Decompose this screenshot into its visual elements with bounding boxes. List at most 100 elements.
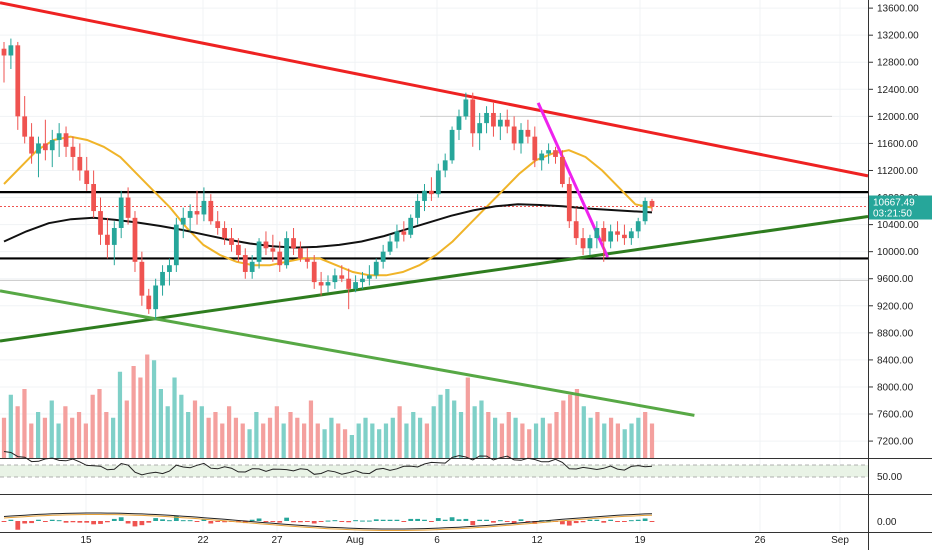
macd-histogram-bar <box>208 521 214 524</box>
volume-bar <box>574 389 580 458</box>
candle-body <box>601 227 607 242</box>
candle-body <box>56 133 62 141</box>
macd-histogram-bar <box>222 521 227 523</box>
volume-bar <box>42 417 48 458</box>
macd-histogram-bar <box>215 521 221 522</box>
volume-bar <box>29 423 34 458</box>
volume-bar <box>431 406 436 458</box>
candle-body <box>187 211 193 218</box>
volume-bar <box>363 417 368 458</box>
volume-bar <box>220 423 225 458</box>
macd-histogram-bar <box>429 521 434 522</box>
macd-histogram-bar <box>167 520 172 522</box>
candle-body <box>532 136 538 161</box>
macd-panel <box>0 512 932 533</box>
last-price-value: 10667.49 <box>873 198 915 209</box>
macd-histogram-bar <box>546 520 551 522</box>
volume-bar <box>274 406 279 458</box>
time-tick-label: 6 <box>434 535 440 546</box>
macd-histogram-bar <box>518 519 524 521</box>
volume-bar <box>15 406 20 458</box>
candle-body <box>649 200 655 207</box>
macd-histogram-bar <box>615 521 620 522</box>
volume-bar <box>131 366 136 458</box>
bar-countdown: 03:21:50 <box>873 209 912 220</box>
volume-bar <box>322 429 327 458</box>
macd-line <box>3 512 653 530</box>
volume-bar <box>438 394 443 458</box>
macd-histogram-bar <box>360 520 365 522</box>
candle-body <box>201 200 207 215</box>
volume-bar <box>206 417 211 458</box>
volume-bar <box>226 406 232 458</box>
price-tick-label: 7600.00 <box>877 410 914 421</box>
candle-body <box>380 251 386 262</box>
candlesticks <box>1 38 655 320</box>
volume-bar <box>472 406 477 458</box>
macd-tick-label: 0.00 <box>877 517 897 528</box>
macd-histogram-bar <box>573 521 579 524</box>
volume-bar <box>70 417 75 458</box>
time-tick-label: Aug <box>346 535 364 546</box>
candle-body <box>270 248 276 252</box>
macd-histogram-bar <box>594 519 600 521</box>
candle-body <box>160 271 165 286</box>
candle-body <box>146 295 152 310</box>
volume-bar <box>622 429 627 458</box>
candle-body <box>456 116 462 130</box>
volume-bar <box>581 406 586 458</box>
candle-body <box>491 112 496 127</box>
macd-histogram-bar <box>201 519 207 521</box>
volume-bar <box>568 394 573 458</box>
volume-bar <box>527 429 532 458</box>
macd-histogram-bar <box>56 520 62 522</box>
volume-bar <box>349 435 354 458</box>
macd-histogram-bar <box>42 521 48 522</box>
macd-histogram-bar <box>484 519 489 521</box>
volume-bar <box>49 400 54 458</box>
macd-histogram-bar <box>22 521 28 524</box>
volume-bar <box>90 394 95 458</box>
volume-bar <box>588 417 593 458</box>
moving-average-line <box>3 203 653 249</box>
candle-body <box>332 275 338 283</box>
candle-body <box>111 227 117 245</box>
volume-bar <box>111 417 116 458</box>
volume-bar <box>308 400 314 458</box>
rsi-panel <box>0 451 932 495</box>
volume-bar <box>151 360 157 458</box>
volume-bar <box>595 412 600 458</box>
trendline <box>0 1 869 178</box>
candle-body <box>546 150 551 154</box>
candle-body <box>394 231 400 242</box>
macd-histogram-bar <box>29 521 34 524</box>
candle-body <box>222 227 227 239</box>
macd-histogram-bar <box>332 520 338 522</box>
volume-bar <box>117 371 123 458</box>
macd-histogram-bar <box>173 516 179 521</box>
macd-histogram-bar <box>408 518 414 521</box>
macd-histogram-bar <box>477 519 483 521</box>
volume-bar <box>240 423 245 458</box>
volume-bar <box>424 423 430 458</box>
candle-body <box>635 221 641 232</box>
volume-bar <box>247 429 252 458</box>
candle-body <box>366 275 372 279</box>
candle-body <box>84 170 90 185</box>
candle-body <box>435 170 441 195</box>
macd-histogram-bar <box>649 521 655 522</box>
macd-histogram-bar <box>622 521 627 522</box>
macd-histogram-bar <box>394 519 400 521</box>
volume-bar <box>295 417 300 458</box>
macd-histogram-bar <box>325 520 331 522</box>
time-axis[interactable]: 15 22 27 Aug 6 12 19 26 Sep <box>80 535 849 546</box>
macd-histogram-bar <box>387 519 393 521</box>
macd-histogram-bar <box>470 521 476 526</box>
volume-bar <box>288 412 293 458</box>
volume-bar <box>404 423 409 458</box>
candle-body <box>628 231 634 239</box>
rsi-line <box>3 451 653 476</box>
candle-body <box>470 99 476 134</box>
